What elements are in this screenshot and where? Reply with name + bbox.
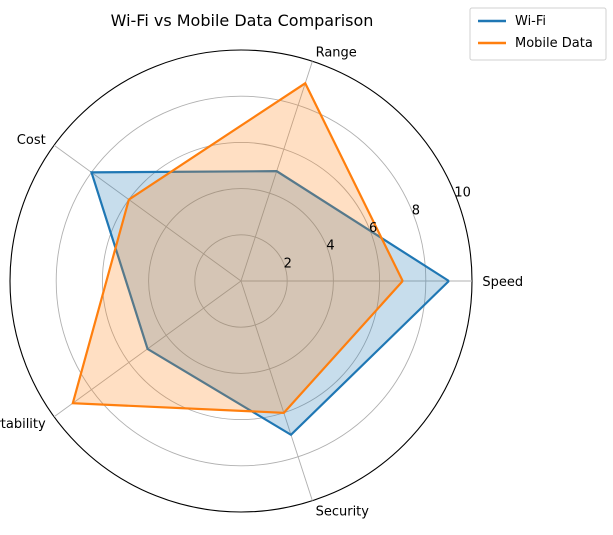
series-line-mobile-data xyxy=(71,81,404,414)
axis-label-speed: Speed xyxy=(482,275,523,290)
radial-tick-label: 6 xyxy=(369,221,377,236)
axis-label-portability: Portability xyxy=(0,417,46,432)
radial-spoke-cost xyxy=(53,144,242,282)
legend: Wi-Fi Mobile Data xyxy=(469,7,607,61)
legend-label-mobile-data: Mobile Data xyxy=(515,36,593,51)
chart-title: Wi-Fi vs Mobile Data Comparison xyxy=(111,11,374,30)
series-line-wi-fi xyxy=(89,170,450,437)
series-layer xyxy=(71,81,450,437)
legend-label-wifi: Wi-Fi xyxy=(515,14,546,29)
radial-tick-label: 8 xyxy=(412,203,420,218)
axis-label-cost: Cost xyxy=(17,133,46,148)
label-layer: 2 4 6 8 10 Speed Range Cost Portability Security xyxy=(0,45,523,519)
radial-tick-label: 2 xyxy=(284,256,292,271)
series-area-mobile-data xyxy=(72,83,403,413)
series-area-wi-fi xyxy=(91,171,449,435)
axis-label-security: Security xyxy=(316,505,370,520)
radial-spoke-security xyxy=(240,280,313,501)
radial-tick-label: 10 xyxy=(454,186,471,201)
axis-label-range: Range xyxy=(316,45,357,60)
radial-tick-label: 4 xyxy=(326,239,334,254)
